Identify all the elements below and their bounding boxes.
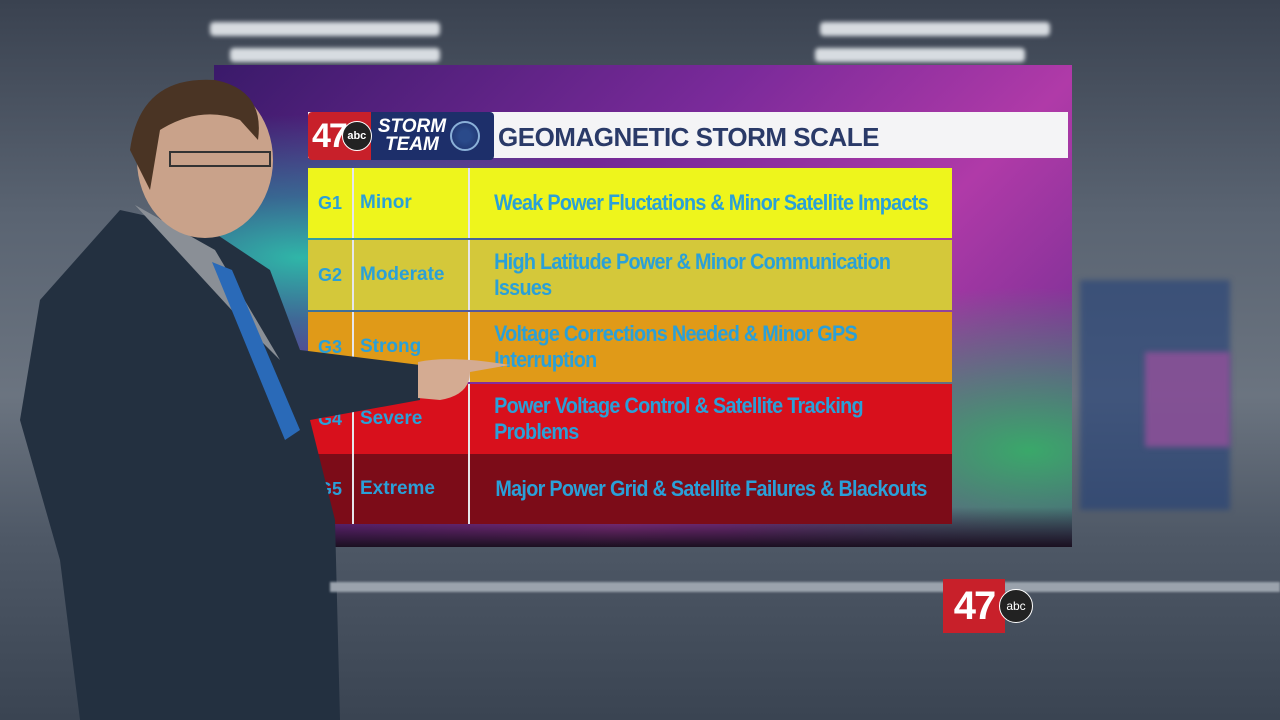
column-divider <box>468 312 470 382</box>
column-divider <box>468 454 470 524</box>
page-title: GEOMAGNETIC STORM SCALE <box>498 122 879 152</box>
bug-abc-icon: abc <box>999 589 1033 623</box>
scale-row-g1: G1 Minor Weak Power Fluctations & Minor … <box>308 168 952 238</box>
level-cell: G1 <box>317 192 342 213</box>
effects-cell: Power Voltage Control & Satellite Tracki… <box>494 393 864 444</box>
name-cell: Extreme <box>360 478 435 499</box>
effects-cell: High Latitude Power & Minor Communicatio… <box>494 249 891 300</box>
ceiling-light <box>820 22 1050 36</box>
ceiling-light <box>230 48 440 62</box>
effects-cell: Major Power Grid & Satellite Failures & … <box>495 476 927 501</box>
storm-team-logo: 47 abc STORM TEAM <box>308 112 494 160</box>
presenter-tie <box>212 262 300 440</box>
scale-row-g5: G5 Extreme Major Power Grid & Satellite … <box>308 454 952 524</box>
column-divider <box>468 168 470 238</box>
presenter-hand <box>418 359 510 400</box>
studio-rail <box>330 582 1280 592</box>
column-divider <box>352 384 354 454</box>
bug-number: 47 <box>943 579 1005 633</box>
effects-cell: Weak Power Fluctations & Minor Satellite… <box>494 190 929 215</box>
name-cell: Minor <box>360 192 412 213</box>
level-cell: G3 <box>317 336 342 357</box>
scale-row-g2: G2 Moderate High Latitude Power & Minor … <box>308 240 952 310</box>
scale-row-g4: G4 Severe Power Voltage Control & Satell… <box>308 384 952 454</box>
column-divider <box>468 240 470 310</box>
logo-team-text: STORM TEAM <box>377 116 447 155</box>
presenter-glasses <box>169 151 271 167</box>
level-cell: G2 <box>317 264 342 285</box>
logo-team-line2: TEAM <box>385 134 439 155</box>
column-divider <box>468 384 470 454</box>
column-divider <box>352 454 354 524</box>
radar-icon <box>450 121 481 151</box>
name-cell: Severe <box>360 408 423 429</box>
background-monitor <box>1145 352 1230 447</box>
effects-cell: Voltage Corrections Needed & Minor GPS I… <box>494 321 858 372</box>
ceiling-light <box>815 48 1025 62</box>
column-divider <box>352 312 354 382</box>
ceiling-light <box>210 22 440 36</box>
name-cell: Moderate <box>360 264 445 285</box>
presenter-hair <box>130 79 259 190</box>
column-divider <box>352 240 354 310</box>
station-bug: 47 abc <box>943 578 1043 634</box>
logo-team-line1: STORM <box>377 116 447 137</box>
name-cell: Strong <box>360 336 422 357</box>
abc-logo-icon: abc <box>341 121 372 151</box>
presenter-suit <box>20 210 420 720</box>
column-divider <box>352 168 354 238</box>
